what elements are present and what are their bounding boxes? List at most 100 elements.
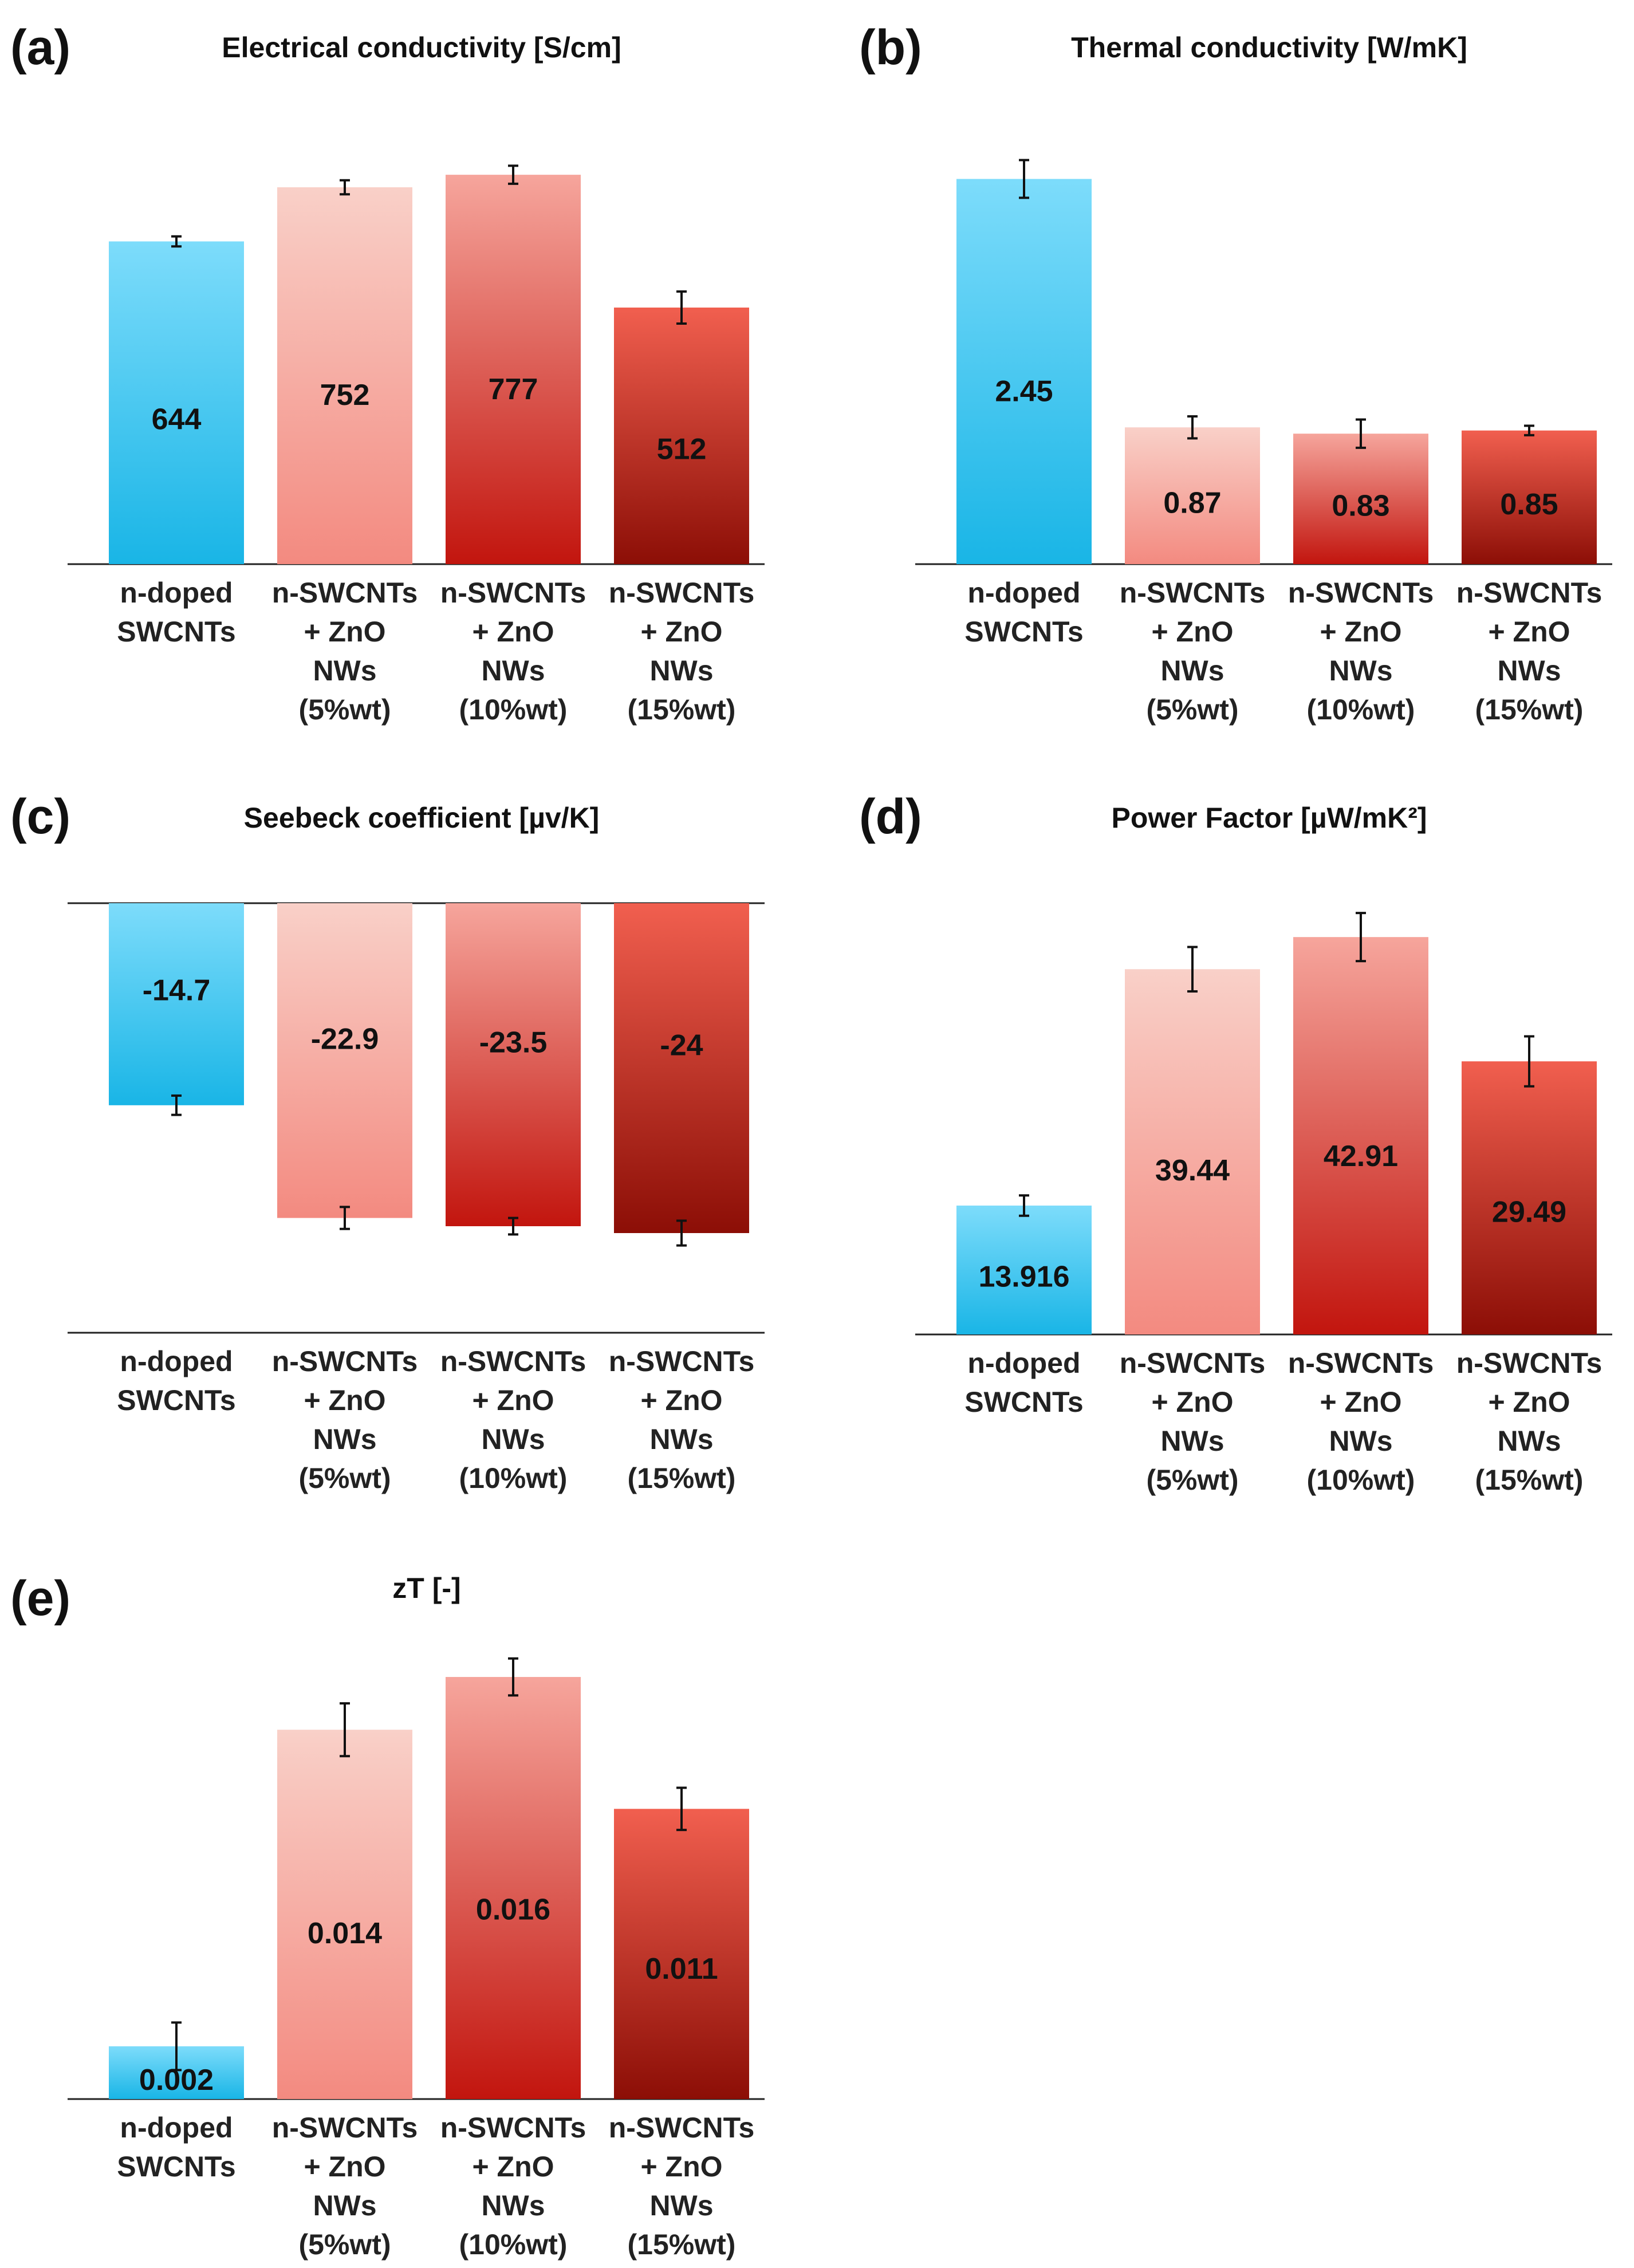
tick-label-d-1: n-doped SWCNTs bbox=[964, 1347, 1083, 1418]
tick-line-b-4-4: (15%wt) bbox=[1475, 694, 1584, 726]
value-label-c-3: -23.5 bbox=[479, 1026, 548, 1060]
tick-line-e-3-2: + ZnO bbox=[472, 2151, 554, 2183]
bar-e-3 bbox=[446, 1677, 581, 2099]
chart-title-b: Thermal conductivity [W/mK] bbox=[1071, 32, 1467, 64]
tick-line-e-4-3: NWs bbox=[649, 2190, 713, 2222]
panel-label-a: (a) bbox=[10, 20, 70, 75]
tick-line-d-4-4: (15%wt) bbox=[1475, 1464, 1584, 1496]
tick-line-a-3-4: (10%wt) bbox=[459, 694, 568, 726]
tick-line-e-2-1: n-SWCNTs bbox=[272, 2112, 418, 2144]
tick-line-b-3-4: (10%wt) bbox=[1307, 694, 1415, 726]
value-label-a-4: 512 bbox=[657, 432, 707, 466]
tick-line-b-4-2: + ZnO bbox=[1488, 616, 1570, 648]
bar-c-2 bbox=[277, 903, 412, 1218]
tick-line-d-3-3: NWs bbox=[1329, 1425, 1392, 1457]
bar-b-2 bbox=[1125, 427, 1260, 564]
panel-label-b: (b) bbox=[859, 20, 922, 75]
bar-b-3 bbox=[1293, 434, 1428, 564]
tick-line-d-2-4: (5%wt) bbox=[1146, 1464, 1238, 1496]
value-label-b-4: 0.85 bbox=[1500, 488, 1558, 521]
tick-line-a-3-3: NWs bbox=[481, 655, 545, 687]
value-label-b-1: 2.45 bbox=[995, 375, 1053, 408]
tick-line-d-1-2: SWCNTs bbox=[964, 1386, 1083, 1418]
bar-b-4 bbox=[1462, 430, 1597, 564]
tick-line-e-1-2: SWCNTs bbox=[117, 2151, 235, 2183]
value-label-d-2: 39.44 bbox=[1155, 1154, 1230, 1187]
panel-thermal-conductivity: (b) Thermal conductivity [W/mK] 2.45 n-do… bbox=[859, 20, 1612, 726]
value-label-d-1: 13.916 bbox=[978, 1261, 1069, 1294]
tick-line-a-2-3: NWs bbox=[313, 655, 376, 687]
tick-line-d-4-2: + ZnO bbox=[1488, 1386, 1570, 1418]
tick-label-a-1: n-doped SWCNTs bbox=[117, 577, 235, 648]
value-label-c-1: -14.7 bbox=[143, 974, 211, 1007]
chart-title-d: Power Factor [µW/mK²] bbox=[1111, 802, 1427, 834]
tick-line-e-3-3: NWs bbox=[481, 2190, 545, 2222]
tick-line-b-2-2: + ZnO bbox=[1151, 616, 1233, 648]
tick-line-b-3-1: n-SWCNTs bbox=[1288, 577, 1434, 609]
chart-title-c: Seebeck coefficient [µv/K] bbox=[244, 802, 600, 834]
tick-line-d-3-4: (10%wt) bbox=[1307, 1464, 1415, 1496]
tick-line-a-1-1: n-doped bbox=[120, 577, 233, 609]
bar-d-2 bbox=[1125, 969, 1260, 1334]
tick-line-e-2-4: (5%wt) bbox=[298, 2228, 391, 2261]
bar-b-1 bbox=[956, 179, 1092, 564]
tick-line-a-2-4: (5%wt) bbox=[298, 694, 391, 726]
tick-label-a-3: n-SWCNTs + ZnO NWs (10%wt) bbox=[440, 577, 586, 726]
value-label-b-3: 0.83 bbox=[1332, 489, 1389, 522]
tick-line-a-4-3: NWs bbox=[649, 655, 713, 687]
tick-label-c-1: n-doped SWCNTs bbox=[117, 1345, 235, 1416]
tick-label-e-2: n-SWCNTs + ZnO NWs (5%wt) bbox=[272, 2112, 418, 2261]
tick-line-b-2-1: n-SWCNTs bbox=[1120, 577, 1266, 609]
bar-c-3 bbox=[446, 903, 581, 1226]
tick-label-c-2: n-SWCNTs + ZnO NWs (5%wt) bbox=[272, 1345, 418, 1494]
tick-line-b-2-4: (5%wt) bbox=[1146, 694, 1238, 726]
tick-line-a-3-2: + ZnO bbox=[472, 616, 554, 648]
tick-line-e-1-1: n-doped bbox=[120, 2112, 233, 2144]
panel-label-c: (c) bbox=[10, 789, 70, 844]
tick-label-d-2: n-SWCNTs + ZnO NWs (5%wt) bbox=[1120, 1347, 1266, 1496]
tick-line-e-3-4: (10%wt) bbox=[459, 2228, 568, 2261]
value-label-e-4: 0.011 bbox=[645, 1952, 718, 1986]
tick-label-e-1: n-doped SWCNTs bbox=[117, 2112, 235, 2183]
tick-label-e-4: n-SWCNTs + ZnO NWs (15%wt) bbox=[609, 2112, 755, 2261]
bar-c-4 bbox=[614, 903, 749, 1233]
tick-line-c-3-3: NWs bbox=[481, 1423, 545, 1455]
tick-line-a-2-2: + ZnO bbox=[304, 616, 385, 648]
tick-line-b-4-1: n-SWCNTs bbox=[1456, 577, 1602, 609]
tick-line-a-2-1: n-SWCNTs bbox=[272, 577, 418, 609]
tick-line-d-3-2: + ZnO bbox=[1320, 1386, 1401, 1418]
tick-line-d-4-1: n-SWCNTs bbox=[1456, 1347, 1602, 1379]
tick-line-b-3-2: + ZnO bbox=[1320, 616, 1401, 648]
tick-line-c-3-4: (10%wt) bbox=[459, 1462, 568, 1494]
tick-line-a-4-4: (15%wt) bbox=[628, 694, 736, 726]
value-label-e-1: 0.002 bbox=[139, 2064, 214, 2097]
value-label-d-3: 42.91 bbox=[1324, 1140, 1398, 1173]
tick-label-b-1: n-doped SWCNTs bbox=[964, 577, 1083, 648]
value-label-c-2: -22.9 bbox=[311, 1022, 379, 1056]
tick-line-c-1-1: n-doped bbox=[120, 1345, 233, 1377]
tick-line-e-3-1: n-SWCNTs bbox=[440, 2112, 586, 2144]
bar-c-1 bbox=[109, 903, 244, 1105]
tick-label-d-4: n-SWCNTs + ZnO NWs (15%wt) bbox=[1456, 1347, 1602, 1496]
tick-line-c-2-2: + ZnO bbox=[304, 1384, 385, 1416]
tick-label-a-4: n-SWCNTs + ZnO NWs (15%wt) bbox=[609, 577, 755, 726]
value-label-e-3: 0.016 bbox=[476, 1893, 550, 1926]
tick-line-a-4-1: n-SWCNTs bbox=[609, 577, 755, 609]
panel-power-factor: (d) Power Factor [µW/mK²] 13.916 n-doped S… bbox=[859, 789, 1612, 1496]
bar-a-2 bbox=[277, 187, 412, 564]
chart-title-a: Electrical conductivity [S/cm] bbox=[222, 32, 621, 64]
tick-line-c-3-2: + ZnO bbox=[472, 1384, 554, 1416]
bar-e-2 bbox=[277, 1730, 412, 2099]
tick-line-d-3-1: n-SWCNTs bbox=[1288, 1347, 1434, 1379]
tick-line-c-4-4: (15%wt) bbox=[628, 1462, 736, 1494]
tick-line-c-4-1: n-SWCNTs bbox=[609, 1345, 755, 1377]
tick-line-d-1-1: n-doped bbox=[967, 1347, 1080, 1379]
value-label-d-4: 29.49 bbox=[1492, 1195, 1566, 1228]
tick-line-e-4-1: n-SWCNTs bbox=[609, 2112, 755, 2144]
panel-label-d: (d) bbox=[859, 789, 922, 844]
bar-a-1 bbox=[109, 241, 244, 564]
tick-line-b-2-3: NWs bbox=[1160, 655, 1224, 687]
bar-a-3 bbox=[446, 175, 581, 564]
tick-line-b-1-1: n-doped bbox=[967, 577, 1080, 609]
